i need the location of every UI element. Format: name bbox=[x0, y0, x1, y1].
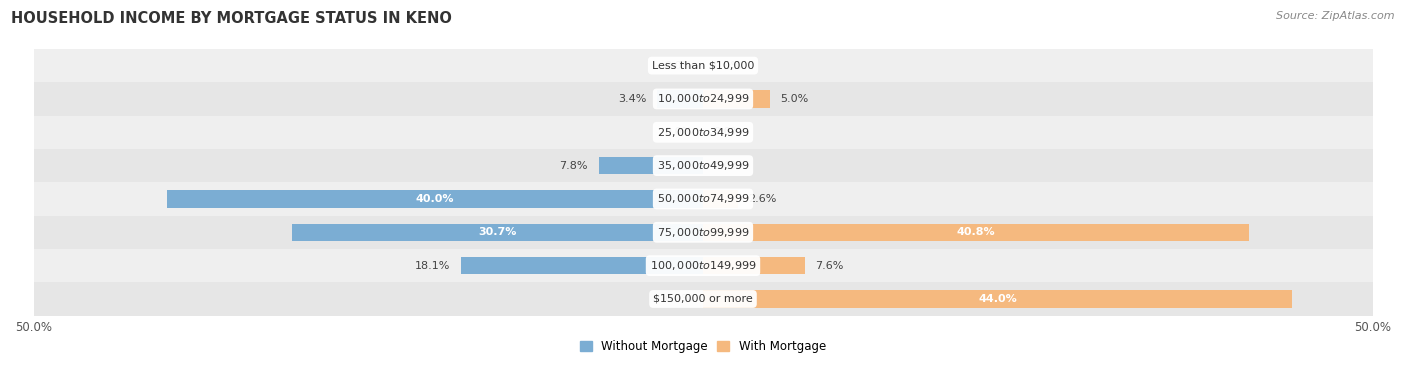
Bar bbox=[703, 90, 770, 107]
Bar bbox=[34, 216, 1372, 249]
Bar bbox=[34, 249, 1372, 282]
Text: Less than $10,000: Less than $10,000 bbox=[652, 61, 754, 70]
Bar bbox=[599, 157, 703, 174]
Bar bbox=[34, 49, 1372, 82]
Bar bbox=[703, 257, 804, 274]
Text: $150,000 or more: $150,000 or more bbox=[654, 294, 752, 304]
Text: $100,000 to $149,999: $100,000 to $149,999 bbox=[650, 259, 756, 272]
Text: $10,000 to $24,999: $10,000 to $24,999 bbox=[657, 92, 749, 106]
Bar bbox=[658, 90, 703, 107]
Bar bbox=[34, 116, 1372, 149]
Text: HOUSEHOLD INCOME BY MORTGAGE STATUS IN KENO: HOUSEHOLD INCOME BY MORTGAGE STATUS IN K… bbox=[11, 11, 453, 26]
Text: 18.1%: 18.1% bbox=[415, 261, 450, 271]
Text: $75,000 to $99,999: $75,000 to $99,999 bbox=[657, 226, 749, 239]
Text: 3.4%: 3.4% bbox=[619, 94, 647, 104]
Text: 0.0%: 0.0% bbox=[714, 61, 742, 70]
Bar bbox=[167, 190, 703, 208]
Text: 5.0%: 5.0% bbox=[780, 94, 808, 104]
Text: 7.8%: 7.8% bbox=[560, 161, 588, 171]
Bar bbox=[461, 257, 703, 274]
Bar bbox=[703, 290, 1292, 308]
Bar bbox=[34, 182, 1372, 216]
Legend: Without Mortgage, With Mortgage: Without Mortgage, With Mortgage bbox=[575, 335, 831, 358]
Bar bbox=[34, 149, 1372, 182]
Bar bbox=[703, 224, 1250, 241]
Text: 0.0%: 0.0% bbox=[714, 161, 742, 171]
Bar bbox=[292, 224, 703, 241]
Text: 0.0%: 0.0% bbox=[664, 294, 692, 304]
Text: 0.0%: 0.0% bbox=[664, 61, 692, 70]
Text: 30.7%: 30.7% bbox=[478, 227, 516, 237]
Text: 0.0%: 0.0% bbox=[714, 127, 742, 137]
Text: $25,000 to $34,999: $25,000 to $34,999 bbox=[657, 126, 749, 139]
Text: 0.0%: 0.0% bbox=[664, 127, 692, 137]
Text: 2.6%: 2.6% bbox=[748, 194, 778, 204]
Bar bbox=[34, 282, 1372, 316]
Bar bbox=[703, 190, 738, 208]
Text: 40.8%: 40.8% bbox=[957, 227, 995, 237]
Text: 40.0%: 40.0% bbox=[416, 194, 454, 204]
Text: $50,000 to $74,999: $50,000 to $74,999 bbox=[657, 193, 749, 205]
Text: 7.6%: 7.6% bbox=[815, 261, 844, 271]
Text: Source: ZipAtlas.com: Source: ZipAtlas.com bbox=[1277, 11, 1395, 21]
Text: $35,000 to $49,999: $35,000 to $49,999 bbox=[657, 159, 749, 172]
Text: 44.0%: 44.0% bbox=[979, 294, 1017, 304]
Bar bbox=[34, 82, 1372, 116]
